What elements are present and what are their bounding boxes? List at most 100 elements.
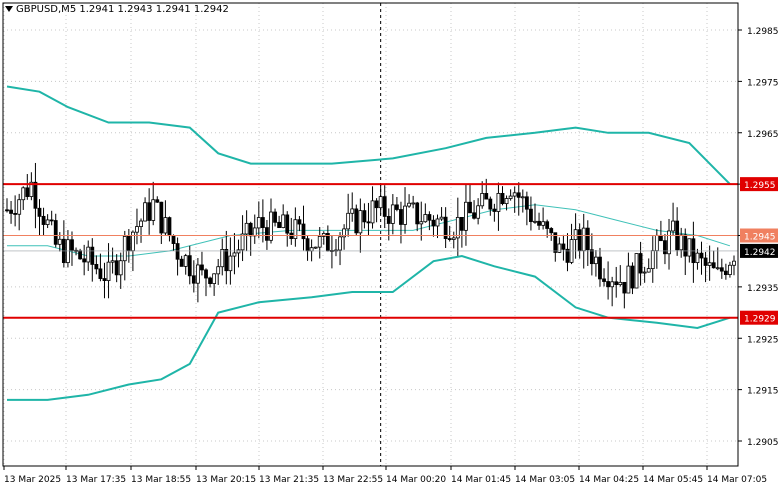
- candle-body: [492, 208, 497, 212]
- candle-body: [472, 212, 476, 219]
- candle-body: [683, 234, 688, 257]
- candle-body: [155, 199, 160, 203]
- candle-body: [464, 201, 468, 231]
- candle-body: [423, 214, 428, 223]
- candle-body: [277, 221, 282, 228]
- candle-body: [21, 187, 26, 201]
- middle-bollinger-band: [7, 204, 731, 257]
- candle-body: [260, 217, 265, 228]
- candle-body: [573, 229, 578, 240]
- candle-body: [732, 260, 736, 266]
- candle-body: [378, 196, 383, 209]
- candle-body: [679, 234, 684, 251]
- candle-body: [293, 219, 298, 239]
- y-tick-label: 1.2985: [747, 27, 779, 37]
- candle-body: [646, 268, 651, 273]
- candle-body: [663, 240, 667, 255]
- candle-body: [106, 261, 111, 281]
- candle-body: [269, 211, 273, 241]
- candle-body: [248, 222, 253, 237]
- candle-body: [545, 221, 550, 229]
- candle-body: [33, 181, 38, 209]
- candle-body: [508, 195, 513, 199]
- plot-frame: [2, 2, 739, 467]
- candle-body: [394, 204, 399, 210]
- candle-body: [358, 210, 363, 234]
- candle-body: [102, 278, 107, 281]
- candle-body: [723, 270, 728, 275]
- candle-body: [512, 192, 517, 197]
- candle-body: [244, 222, 249, 235]
- candle-body: [70, 239, 74, 251]
- candle-body: [415, 202, 420, 225]
- candle-body: [212, 273, 217, 284]
- candle-body: [565, 248, 570, 263]
- candle-body: [9, 209, 13, 214]
- dropdown-triangle-icon[interactable]: [5, 6, 13, 12]
- candle-body: [541, 221, 546, 226]
- candle-body: [427, 214, 432, 221]
- x-tick-label: 13 Mar 22:55: [323, 475, 383, 485]
- candle-body: [638, 253, 643, 274]
- candle-body: [594, 256, 598, 265]
- symbol-label: GBPUSD,M5: [16, 4, 77, 15]
- x-tick-label: 14 Mar 04:25: [579, 475, 639, 485]
- candle-body: [703, 257, 708, 266]
- candle-body: [13, 213, 18, 215]
- candle-body: [435, 218, 440, 227]
- candle-body: [484, 193, 489, 200]
- candle-body: [374, 200, 379, 209]
- candle-body: [37, 207, 42, 217]
- candle-body: [577, 229, 582, 252]
- candle-body: [455, 216, 460, 239]
- candle-body: [256, 217, 261, 229]
- candle-body: [139, 220, 143, 227]
- candle-body: [529, 208, 533, 223]
- candle-body: [114, 260, 119, 276]
- level-tag-support: [740, 310, 778, 325]
- candle-body: [699, 252, 704, 259]
- x-tick-label: 14 Mar 00:20: [386, 475, 446, 485]
- x-tick-label: 13 Mar 20:15: [196, 475, 256, 485]
- candle-body: [658, 234, 663, 242]
- candle-body: [53, 220, 58, 245]
- candle-body: [520, 196, 525, 199]
- candle-body: [549, 228, 554, 234]
- current-price-label: 1.2942: [744, 248, 776, 258]
- candle-body: [25, 187, 30, 197]
- candle-body: [581, 227, 586, 252]
- candle-body: [147, 202, 152, 221]
- candle-body: [82, 258, 87, 263]
- candle-body: [57, 238, 62, 245]
- candle-body: [480, 193, 485, 207]
- candle-body: [325, 233, 330, 252]
- candle-body: [366, 221, 371, 224]
- candle-body: [614, 281, 619, 286]
- candle-body: [439, 216, 444, 220]
- candle-body: [382, 196, 387, 217]
- candle-body: [191, 275, 196, 284]
- candle-body: [236, 249, 241, 254]
- candle-body: [5, 209, 9, 212]
- candle-body: [86, 246, 91, 263]
- candle-body: [557, 243, 562, 253]
- candle-body: [386, 216, 391, 224]
- y-tick-label: 1.2915: [747, 387, 779, 397]
- candle-body: [98, 268, 103, 279]
- candle-body: [17, 199, 22, 215]
- candle-body: [350, 208, 355, 214]
- candle-body: [228, 255, 233, 272]
- current-price-tag: [740, 243, 778, 258]
- candle-body: [695, 252, 700, 264]
- candle-body: [78, 250, 83, 260]
- y-tick-label: 1.2925: [747, 335, 779, 345]
- lower-bollinger-band: [7, 254, 731, 401]
- candle-body: [122, 236, 127, 262]
- candle-body: [728, 264, 732, 275]
- y-tick-label: 1.2965: [747, 130, 779, 140]
- candle-body: [45, 219, 50, 225]
- candle-body: [346, 212, 351, 230]
- candle-body: [309, 247, 314, 252]
